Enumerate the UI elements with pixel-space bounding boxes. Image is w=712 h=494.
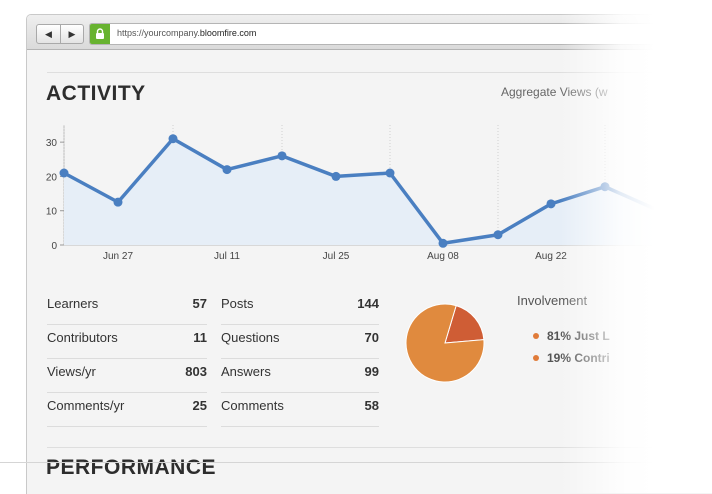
y-tick-label: 30 [46, 138, 58, 149]
forward-arrow-icon[interactable]: ▶ [60, 25, 83, 43]
stat-value: 57 [192, 296, 207, 311]
data-point[interactable] [438, 238, 448, 248]
x-tick-label: Aug 08 [427, 251, 459, 262]
data-point[interactable] [59, 168, 69, 178]
y-tick-label: 0 [51, 241, 57, 252]
stat-label: Views/yr [47, 364, 96, 379]
stat-label: Comments [221, 398, 284, 413]
lock-icon [90, 24, 110, 44]
data-point[interactable] [493, 230, 503, 240]
data-point[interactable] [168, 134, 178, 144]
data-point[interactable] [600, 182, 610, 192]
x-tick-label: Jul 11 [214, 251, 240, 262]
data-point[interactable] [331, 171, 341, 181]
x-tick-label: Aug 22 [535, 251, 567, 262]
bottom-border [0, 462, 712, 463]
legend-item-just-learners: 81% Just L [533, 329, 610, 343]
stat-value: 25 [192, 398, 207, 413]
x-tick-label: Jun 27 [103, 251, 133, 262]
nav-buttons: ◀ ▶ [36, 24, 84, 44]
legend-item-contributors: 19% Contri [533, 351, 610, 365]
x-tick-label: Jul 25 [323, 251, 350, 262]
stat-value: 70 [364, 330, 379, 345]
stat-row-answers: Answers 99 [221, 359, 379, 393]
performance-title: PERFORMANCE [46, 456, 217, 479]
performance-divider [47, 447, 712, 448]
legend-dot [533, 354, 539, 361]
stat-row-comments: Comments 58 [221, 393, 379, 427]
involvement-title: Involvement [517, 293, 588, 308]
stat-label: Questions [221, 330, 280, 345]
stat-label: Answers [221, 364, 271, 379]
stat-label: Learners [47, 296, 99, 311]
pie-slice-just-learners[interactable] [405, 303, 485, 383]
y-tick-label: 10 [46, 207, 58, 218]
stat-label: Contributors [47, 330, 118, 345]
activity-chart: 0 10 20 30 Jun 27 Jul 11 Jul 25 Aug 08 Aug 22 [46, 125, 712, 262]
data-point[interactable] [385, 168, 395, 178]
legend-dot [533, 332, 539, 339]
stat-row-posts: Posts 144 [221, 291, 379, 325]
stat-value: 11 [193, 330, 207, 345]
data-point[interactable] [222, 165, 232, 175]
series-area [64, 138, 659, 245]
stat-row-comments-yr: Comments/yr 25 [47, 393, 207, 427]
involvement-pie-chart [405, 303, 485, 383]
aggregate-views-label[interactable]: Aggregate Views (w [501, 85, 608, 99]
data-point[interactable] [277, 151, 287, 161]
browser-toolbar: ◀ ▶ https://yourcompany.bloomfire.com [27, 15, 712, 50]
url-text: https://yourcompany.bloomfire.com [117, 28, 257, 38]
stat-row-learners: Learners 57 [47, 291, 207, 325]
stat-label: Comments/yr [47, 398, 125, 413]
browser-window: ◀ ▶ https://yourcompany.bloomfire.com AC… [26, 14, 712, 494]
stat-row-questions: Questions 70 [221, 325, 379, 359]
stat-row-contributors: Contributors 11 [47, 325, 207, 359]
data-point[interactable] [546, 199, 556, 209]
address-bar[interactable]: https://yourcompany.bloomfire.com [89, 23, 712, 45]
stat-value: 803 [185, 364, 207, 379]
stat-label: Posts [221, 296, 254, 311]
legend-label: 19% Contri [547, 351, 610, 365]
legend-label: 81% Just L [547, 329, 610, 343]
url-domain: bloomfire.com [199, 28, 257, 38]
top-divider [47, 72, 712, 73]
pie-slice-contributors[interactable] [444, 305, 485, 344]
activity-title: ACTIVITY [46, 82, 146, 105]
back-arrow-icon[interactable]: ◀ [45, 28, 52, 39]
stat-value: 58 [364, 398, 379, 413]
stat-value: 99 [364, 364, 379, 379]
data-point[interactable] [113, 197, 123, 207]
stat-row-views-yr: Views/yr 803 [47, 359, 207, 393]
stat-value: 144 [357, 296, 379, 311]
y-tick-label: 20 [46, 172, 58, 183]
data-point[interactable] [654, 206, 664, 216]
